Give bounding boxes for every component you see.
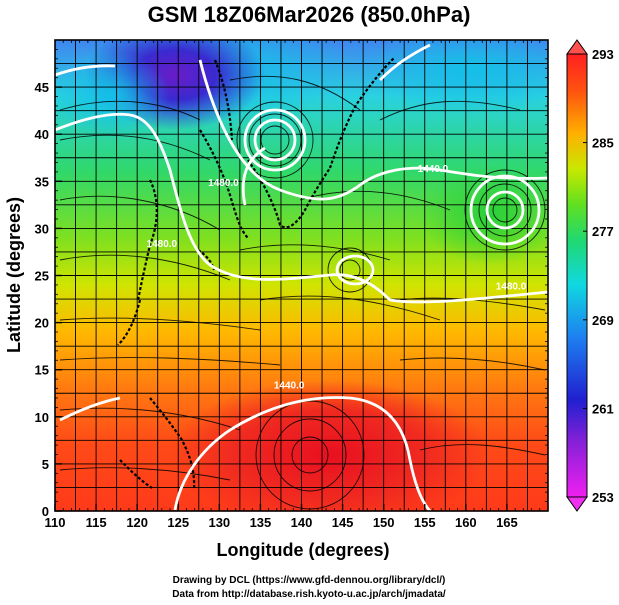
colorbar: 253 261 269 277 285 293 [566, 39, 614, 512]
x-tick-label: 150 [373, 515, 395, 530]
y-tick-label: 15 [35, 363, 49, 378]
x-tick-label: 125 [167, 515, 189, 530]
coastlines [117, 57, 395, 491]
y-axis-label: Latitude (degrees) [4, 197, 24, 353]
x-tick-label: 155 [414, 515, 436, 530]
chart-title: GSM 18Z06Mar2026 (850.0hPa) [148, 2, 471, 27]
y-tick-label: 25 [35, 269, 49, 284]
x-axis-label: Longitude (degrees) [216, 540, 389, 560]
x-tick-label: 145 [332, 515, 354, 530]
x-tick-label: 140 [291, 515, 313, 530]
colorbar-max-arrow [566, 39, 588, 55]
x-axis-ticks: 110 115 120 125 130 135 140 145 150 155 160 165 [45, 40, 549, 530]
colorbar-tick-label: 269 [592, 313, 614, 328]
contour-label: 1480.0 [496, 282, 527, 293]
colorbar-tick-label: 253 [592, 490, 614, 505]
y-tick-label: 5 [42, 457, 49, 472]
y-tick-label: 30 [35, 221, 49, 236]
x-tick-label: 130 [208, 515, 230, 530]
y-tick-label: 35 [35, 174, 49, 189]
contour-label: 1480.0 [208, 178, 239, 189]
contour-label: 1440.0 [274, 381, 305, 392]
contour-label: 1440.0 [418, 164, 449, 175]
x-tick-label: 160 [455, 515, 477, 530]
y-tick-label: 40 [35, 127, 49, 142]
colorbar-gradient [566, 53, 588, 498]
x-tick-label: 135 [250, 515, 272, 530]
y-tick-label: 10 [35, 410, 49, 425]
geopotential-contours [55, 43, 548, 511]
colorbar-tick-label: 285 [592, 136, 614, 151]
temperature-field [55, 40, 548, 511]
colorbar-tick-label: 293 [592, 47, 614, 62]
y-tick-label: 45 [35, 80, 49, 95]
y-axis-ticks: 0 5 10 15 20 25 30 35 40 45 [35, 39, 548, 519]
x-tick-label: 165 [496, 515, 518, 530]
colorbar-ticks: 253 261 269 277 285 293 [583, 47, 614, 505]
contour-label-layer: 1440.0 1440.0 1480.0 1480.0 1480.0 [147, 164, 527, 392]
lat-lon-grid [55, 40, 548, 511]
colorbar-tick-label: 261 [592, 401, 614, 416]
y-tick-label: 0 [42, 504, 49, 519]
credit-line-1: Drawing by DCL (https://www.gfd-dennou.o… [173, 575, 446, 586]
contour-label: 1480.0 [147, 239, 178, 250]
y-tick-label: 20 [35, 316, 49, 331]
streamlines [59, 75, 546, 510]
colorbar-tick-label: 277 [592, 224, 614, 239]
x-tick-label: 120 [126, 515, 148, 530]
x-tick-label: 110 [45, 515, 66, 530]
credit-line-2: Data from http://database.rish.kyoto-u.a… [172, 589, 446, 600]
x-tick-label: 115 [86, 515, 107, 530]
colorbar-min-arrow [566, 496, 588, 512]
